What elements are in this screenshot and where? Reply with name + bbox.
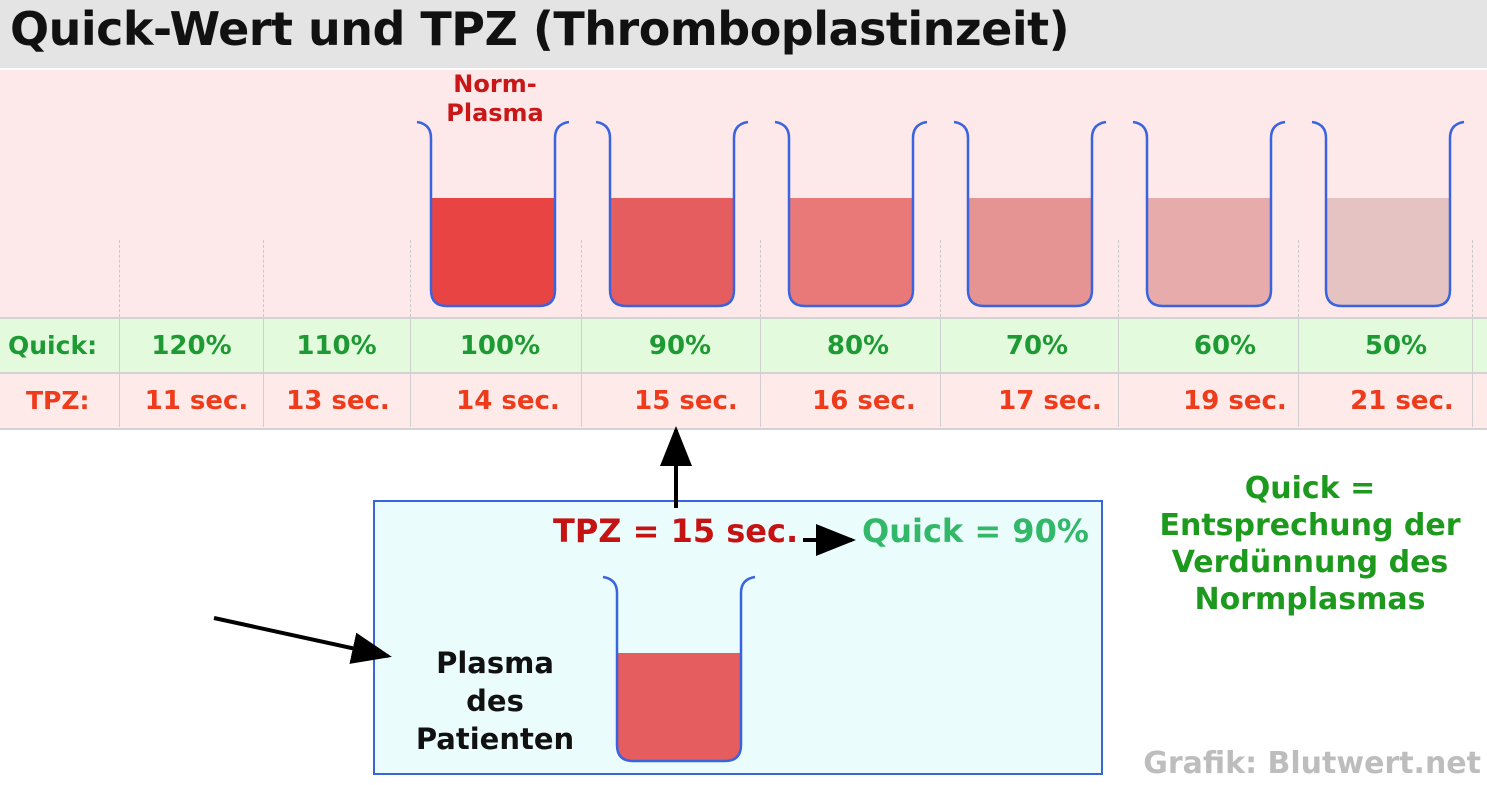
column-separator [410,240,411,317]
tpz-cell-2: 13 sec. [286,386,390,416]
column-separator [119,240,120,317]
beaker-6 [1311,120,1465,308]
beaker-6-glass [1311,120,1465,308]
beaker-3-glass [774,120,928,308]
quick-row: Quick: 120% 110% 100% 90% 80% 70% 60% 50… [0,317,1487,373]
beaker-3 [774,120,928,308]
beaker-2-glass [595,120,749,308]
beaker-5-liquid [1147,198,1271,306]
norm-plasma-label-line-2: Plasma [446,99,544,127]
beaker-4-liquid [968,198,1092,306]
patient-pointer-arrow [213,616,392,664]
beaker-2-liquid [610,198,734,306]
quick-cell-3: 100% [459,331,541,361]
quick-explanation: Quick = Entsprechung der Verdünnung des … [1140,470,1480,618]
tpz-cell-3: 14 sec. [456,386,560,416]
patient-quick-result: Quick = 90% [862,512,1089,550]
row-separator [581,319,582,427]
explanation-line-2: Entsprechung der [1159,508,1461,543]
row-separator [760,319,761,427]
column-separator [760,240,761,317]
patient-beaker-glass [602,575,756,763]
quick-row-label: Quick: [8,331,98,360]
quick-cell-1: 120% [151,331,232,361]
tpz-cell-7: 19 sec. [1183,386,1287,416]
column-separator [1118,240,1119,317]
norm-plasma-label-line-1: Norm- [453,70,537,98]
tpz-cell-5: 16 sec. [812,386,916,416]
quick-cell-7: 60% [1193,331,1257,361]
quick-cell-2: 110% [296,331,377,361]
row-separator [1472,319,1473,427]
patient-beaker [602,575,756,763]
page-title: Quick-Wert und TPZ (Thromboplastinzeit) [10,2,1070,56]
patient-plasma-label: Plasma des Patienten [400,644,590,758]
quick-cell-6: 70% [1005,331,1069,361]
tpz-cell-4: 15 sec. [634,386,738,416]
column-separator [581,240,582,317]
column-separator [1298,240,1299,317]
beaker-6-liquid [1326,198,1450,306]
beaker-1 [416,120,570,308]
explanation-line-4: Normplasmas [1194,582,1426,617]
quick-cell-8: 50% [1364,331,1428,361]
beaker-1-liquid [431,198,555,306]
beaker-2 [595,120,749,308]
row-separator [1118,319,1119,427]
credit-text: Grafik: Blutwert.net [1143,746,1481,781]
quick-cell-4: 90% [648,331,712,361]
beakers [416,120,1465,308]
patient-tpz-result: TPZ = 15 sec. [553,512,799,550]
patient-label-line-3: Patienten [415,722,575,756]
column-separator [263,240,264,317]
beaker-4-glass [953,120,1107,308]
beaker-5-glass [1132,120,1286,308]
column-separator [940,240,941,317]
beaker-3-liquid [789,198,913,306]
quick-cell-5: 80% [826,331,890,361]
tpz-cell-8: 21 sec. [1350,386,1454,416]
title-bar [0,0,1487,68]
patient-beaker [602,575,756,763]
row-separator [1298,319,1299,427]
tpz-cell-1: 11 sec. [144,386,249,416]
patient-label-line-1: Plasma [436,646,554,680]
row-separator [119,319,120,427]
beaker-5 [1132,120,1286,308]
patient-beaker-liquid [617,653,741,761]
patient-label-line-2: des [466,684,524,718]
row-separator [263,319,264,427]
tpz-row: TPZ: 11 sec. 13 sec. 14 sec. 15 sec. 16 … [0,372,1487,430]
explanation-line-1: Quick = [1244,471,1376,506]
row-separator [410,319,411,427]
norm-plasma-label: Norm- Plasma [420,70,570,128]
tpz-row-label: TPZ: [26,386,90,415]
tpz-cell-6: 17 sec. [998,386,1102,416]
beaker-4 [953,120,1107,308]
beaker-1-glass [416,120,570,308]
row-separator [940,319,941,427]
explanation-line-3: Verdünnung des [1171,545,1449,580]
column-separator [1472,240,1473,317]
